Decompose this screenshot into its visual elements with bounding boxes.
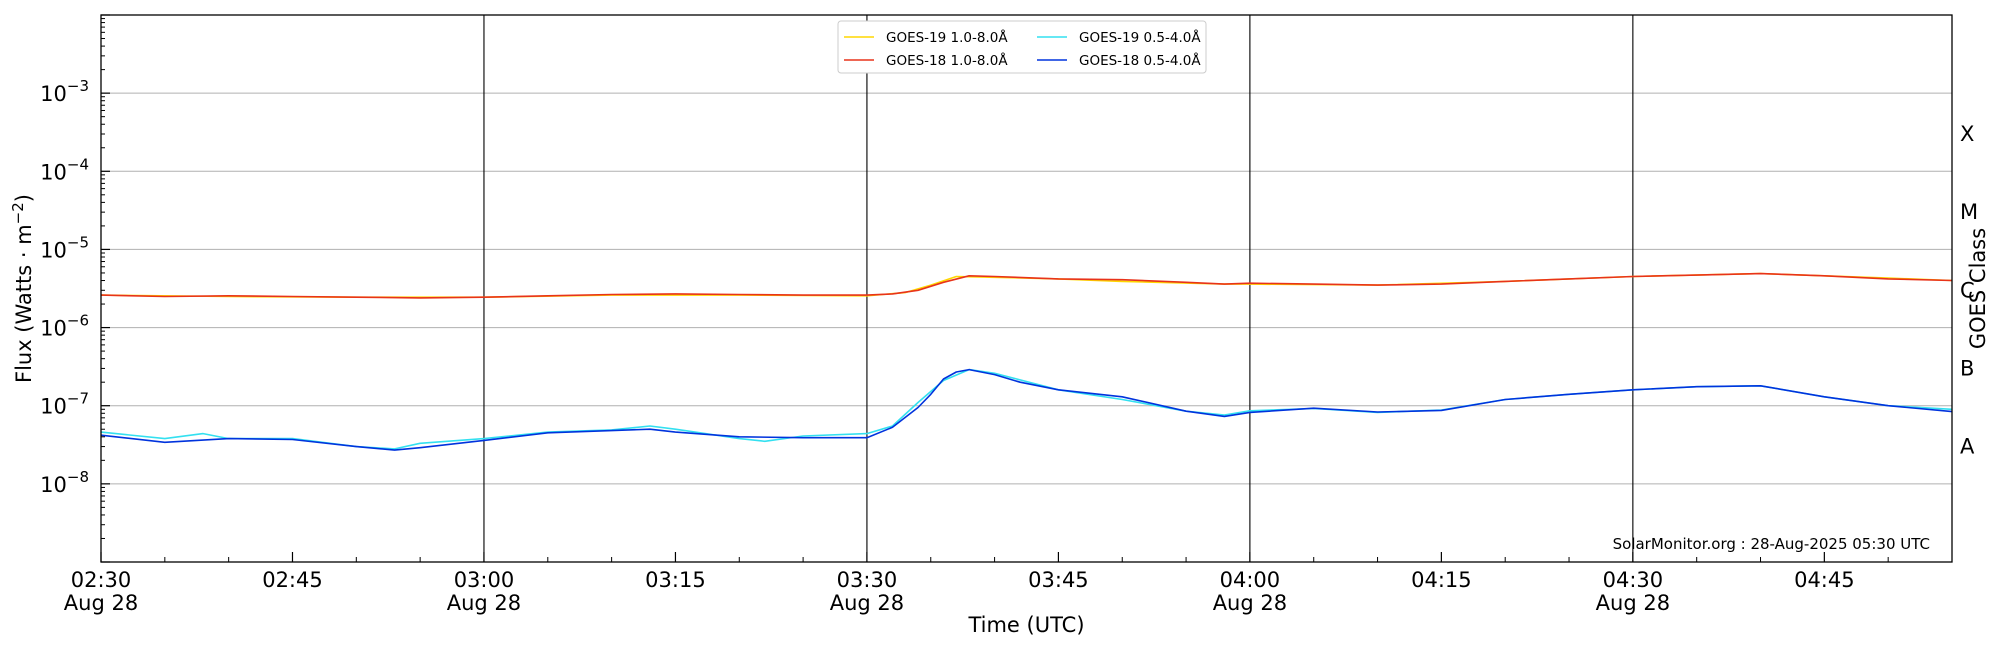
x-tick-label: 03:45: [1028, 568, 1089, 592]
goes-class-axis-title: GOES Class: [1966, 228, 1990, 349]
x-tick-label: 02:30: [71, 568, 132, 592]
x-tick-label: 04:45: [1794, 568, 1855, 592]
y-tick-label: 10−3: [40, 77, 89, 106]
legend-label: GOES-19 1.0-8.0Å: [886, 29, 1008, 46]
y-tick-label: 10−7: [40, 390, 89, 419]
series-layer: [100, 272, 1953, 451]
x-tick-date-label: Aug 28: [64, 591, 138, 615]
goes-class-label: C: [1960, 278, 1975, 302]
goes-class-label: A: [1960, 435, 1975, 459]
x-axis-title: Time (UTC): [967, 613, 1084, 637]
series-line: [100, 368, 1953, 450]
y-tick-label: 10−5: [40, 233, 89, 262]
x-tick-date-label: Aug 28: [447, 591, 521, 615]
legend-label: GOES-18 0.5-4.0Å: [1079, 52, 1201, 69]
x-tick-label: 02:45: [262, 568, 323, 592]
y-axis-title-main: Flux (Watts · m: [12, 224, 36, 383]
grid-layer: [101, 15, 1952, 562]
y-axis-title-close: ): [12, 194, 36, 202]
series-line: [100, 272, 1953, 299]
x-tick-label: 04:00: [1220, 568, 1281, 592]
goes-class-label: X: [1960, 122, 1974, 146]
y-axis-title: Flux (Watts · m−2): [9, 194, 36, 383]
y-tick-label: 10−4: [40, 155, 89, 184]
x-tick-label: 03:15: [645, 568, 706, 592]
x-tick-label: 03:00: [454, 568, 515, 592]
watermark-text: SolarMonitor.org : 28-Aug-2025 05:30 UTC: [1613, 535, 1930, 553]
x-tick-date-label: Aug 28: [830, 591, 904, 615]
x-tick-date-label: Aug 28: [1213, 591, 1287, 615]
y-tick-label: 10−6: [40, 312, 89, 341]
x-tick-date-label: Aug 28: [1596, 591, 1670, 615]
legend-label: GOES-19 0.5-4.0Å: [1079, 29, 1201, 46]
x-tick-label: 04:30: [1603, 568, 1664, 592]
goes-class-label: B: [1960, 356, 1974, 380]
y-tick-label: 10−8: [40, 468, 89, 497]
plot-frame: [100, 14, 1953, 563]
legend: GOES-19 1.0-8.0Å GOES-19 0.5-4.0Å GOES-18 …: [837, 20, 1207, 74]
legend-box: [837, 20, 1207, 74]
legend-label: GOES-18 1.0-8.0Å: [886, 52, 1008, 69]
y-axis-title-exp: −2: [9, 202, 27, 224]
x-tick-label: 03:30: [837, 568, 898, 592]
x-tick-label: 04:15: [1411, 568, 1472, 592]
series-line: [100, 368, 1953, 451]
goes-class-label: M: [1960, 200, 1978, 224]
